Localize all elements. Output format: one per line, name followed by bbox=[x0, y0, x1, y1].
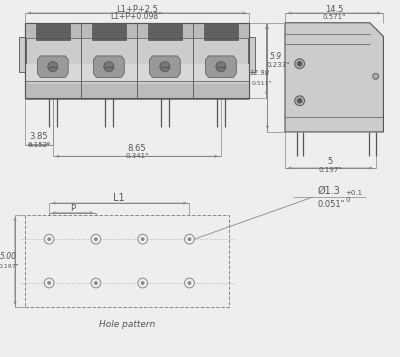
Circle shape bbox=[298, 62, 302, 66]
Circle shape bbox=[48, 238, 50, 240]
Text: Hole pattern: Hole pattern bbox=[99, 321, 155, 330]
Text: L1+P+2.5: L1+P+2.5 bbox=[116, 5, 158, 14]
Circle shape bbox=[48, 282, 50, 284]
Text: 0.511": 0.511" bbox=[251, 81, 272, 86]
Circle shape bbox=[216, 62, 226, 71]
Text: 8.65: 8.65 bbox=[128, 144, 146, 153]
Circle shape bbox=[95, 238, 97, 240]
Bar bbox=[204, 23, 238, 40]
Text: 0.341": 0.341" bbox=[125, 153, 148, 159]
Text: 5: 5 bbox=[328, 157, 333, 166]
Bar bbox=[25, 23, 249, 38]
Bar bbox=[248, 37, 255, 71]
Bar bbox=[148, 23, 182, 40]
Polygon shape bbox=[285, 23, 384, 132]
Text: 0.051": 0.051" bbox=[317, 200, 344, 208]
Text: 0.197": 0.197" bbox=[0, 265, 20, 270]
Text: 0.571": 0.571" bbox=[322, 14, 346, 20]
Circle shape bbox=[298, 99, 302, 103]
Text: L1: L1 bbox=[114, 193, 125, 203]
Text: 0.152": 0.152" bbox=[27, 142, 50, 147]
Bar bbox=[25, 64, 249, 81]
Bar bbox=[25, 23, 249, 98]
Circle shape bbox=[142, 238, 144, 240]
Polygon shape bbox=[206, 56, 236, 77]
Circle shape bbox=[48, 62, 58, 71]
Text: L1+P+0.098'': L1+P+0.098'' bbox=[111, 12, 163, 21]
Bar bbox=[25, 84, 249, 98]
Circle shape bbox=[138, 278, 148, 288]
Circle shape bbox=[44, 278, 54, 288]
Text: 12.98: 12.98 bbox=[250, 70, 270, 76]
Circle shape bbox=[138, 234, 148, 244]
Bar bbox=[25, 23, 249, 98]
Circle shape bbox=[188, 282, 191, 284]
Circle shape bbox=[185, 234, 194, 244]
Text: +0.1: +0.1 bbox=[346, 190, 362, 196]
Polygon shape bbox=[150, 56, 180, 77]
Circle shape bbox=[295, 59, 304, 69]
Circle shape bbox=[142, 282, 144, 284]
Text: 0.233": 0.233" bbox=[266, 62, 290, 68]
Circle shape bbox=[91, 278, 101, 288]
Circle shape bbox=[91, 234, 101, 244]
Text: 5.00: 5.00 bbox=[0, 252, 17, 261]
Text: P: P bbox=[70, 205, 75, 213]
Text: 0.197": 0.197" bbox=[319, 167, 342, 173]
Text: 5.9: 5.9 bbox=[270, 52, 282, 61]
Circle shape bbox=[44, 234, 54, 244]
Circle shape bbox=[185, 278, 194, 288]
Text: 0: 0 bbox=[346, 197, 350, 203]
Circle shape bbox=[160, 62, 170, 71]
Circle shape bbox=[104, 62, 114, 71]
Bar bbox=[19, 37, 26, 71]
Text: 3.85: 3.85 bbox=[30, 132, 48, 141]
Text: Ø1.3: Ø1.3 bbox=[317, 185, 340, 195]
Circle shape bbox=[373, 74, 378, 79]
Circle shape bbox=[95, 282, 97, 284]
Circle shape bbox=[295, 96, 304, 106]
Bar bbox=[92, 23, 126, 40]
Bar bbox=[36, 23, 70, 40]
Polygon shape bbox=[94, 56, 124, 77]
Bar bbox=[25, 215, 230, 307]
Text: 14.5: 14.5 bbox=[325, 5, 343, 14]
Polygon shape bbox=[37, 56, 68, 77]
Circle shape bbox=[188, 238, 191, 240]
